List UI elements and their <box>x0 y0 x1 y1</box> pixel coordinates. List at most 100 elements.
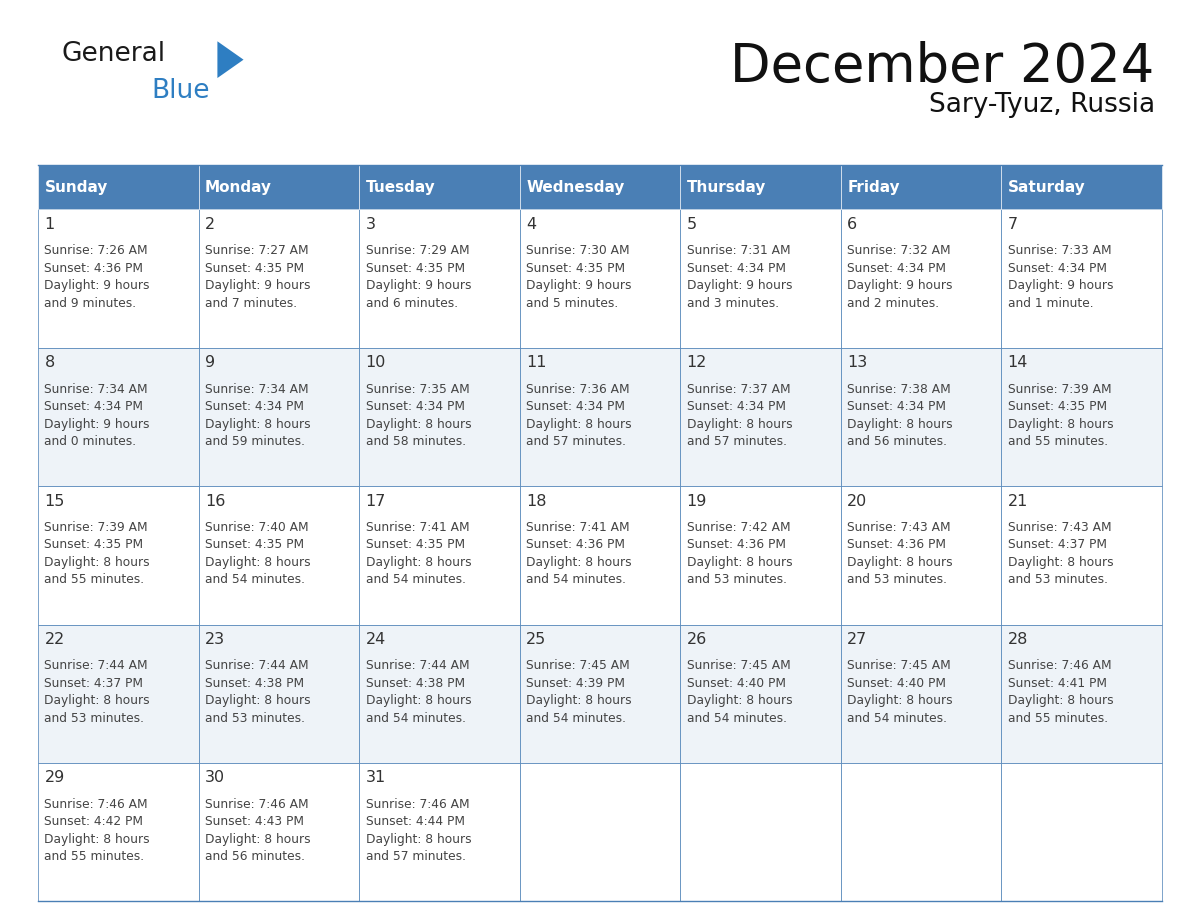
Bar <box>198 348 359 487</box>
Text: Daylight: 8 hours: Daylight: 8 hours <box>526 418 632 431</box>
Bar <box>359 165 519 209</box>
Text: and 53 minutes.: and 53 minutes. <box>44 711 145 725</box>
Text: Daylight: 8 hours: Daylight: 8 hours <box>44 556 150 569</box>
Text: 3: 3 <box>366 217 375 231</box>
Text: Sunrise: 7:46 AM: Sunrise: 7:46 AM <box>44 798 148 811</box>
Text: and 0 minutes.: and 0 minutes. <box>44 435 137 448</box>
Text: Sunset: 4:34 PM: Sunset: 4:34 PM <box>1007 262 1107 274</box>
Text: Sunrise: 7:44 AM: Sunrise: 7:44 AM <box>366 659 469 673</box>
Text: and 2 minutes.: and 2 minutes. <box>847 297 940 309</box>
Text: Sunrise: 7:29 AM: Sunrise: 7:29 AM <box>366 244 469 257</box>
Text: Daylight: 8 hours: Daylight: 8 hours <box>847 418 953 431</box>
Text: 11: 11 <box>526 355 546 370</box>
Text: Sunrise: 7:36 AM: Sunrise: 7:36 AM <box>526 383 630 396</box>
Text: Daylight: 8 hours: Daylight: 8 hours <box>1007 694 1113 708</box>
Text: Blue: Blue <box>151 78 209 104</box>
Text: and 57 minutes.: and 57 minutes. <box>526 435 626 448</box>
Polygon shape <box>217 41 244 78</box>
Text: Sunrise: 7:46 AM: Sunrise: 7:46 AM <box>206 798 309 811</box>
Bar <box>681 348 841 487</box>
Text: Sunrise: 7:33 AM: Sunrise: 7:33 AM <box>1007 244 1111 257</box>
Bar <box>519 487 681 624</box>
Bar <box>38 348 198 487</box>
Text: and 57 minutes.: and 57 minutes. <box>366 850 466 863</box>
Text: Daylight: 8 hours: Daylight: 8 hours <box>526 556 632 569</box>
Text: Daylight: 8 hours: Daylight: 8 hours <box>526 694 632 708</box>
Text: Sunset: 4:40 PM: Sunset: 4:40 PM <box>847 677 946 690</box>
Text: and 3 minutes.: and 3 minutes. <box>687 297 779 309</box>
Text: Sunset: 4:35 PM: Sunset: 4:35 PM <box>366 262 465 274</box>
Text: December 2024: December 2024 <box>731 41 1155 94</box>
Text: Sunset: 4:34 PM: Sunset: 4:34 PM <box>206 400 304 413</box>
Text: 17: 17 <box>366 494 386 509</box>
Text: Sunset: 4:34 PM: Sunset: 4:34 PM <box>44 400 144 413</box>
Text: Daylight: 8 hours: Daylight: 8 hours <box>1007 418 1113 431</box>
Text: Daylight: 9 hours: Daylight: 9 hours <box>44 418 150 431</box>
Text: and 54 minutes.: and 54 minutes. <box>526 574 626 587</box>
Text: Daylight: 9 hours: Daylight: 9 hours <box>206 279 310 292</box>
Text: and 54 minutes.: and 54 minutes. <box>847 711 947 725</box>
Text: and 1 minute.: and 1 minute. <box>1007 297 1093 309</box>
Text: Sunrise: 7:31 AM: Sunrise: 7:31 AM <box>687 244 790 257</box>
Text: Sunrise: 7:39 AM: Sunrise: 7:39 AM <box>1007 383 1111 396</box>
Text: and 55 minutes.: and 55 minutes. <box>1007 711 1108 725</box>
Text: and 55 minutes.: and 55 minutes. <box>1007 435 1108 448</box>
Text: Sunrise: 7:26 AM: Sunrise: 7:26 AM <box>44 244 148 257</box>
Text: and 57 minutes.: and 57 minutes. <box>687 435 786 448</box>
Text: Daylight: 9 hours: Daylight: 9 hours <box>44 279 150 292</box>
Text: 25: 25 <box>526 632 546 647</box>
Bar <box>198 165 359 209</box>
Bar <box>38 209 198 348</box>
Text: Sunrise: 7:42 AM: Sunrise: 7:42 AM <box>687 521 790 534</box>
Text: Daylight: 8 hours: Daylight: 8 hours <box>847 694 953 708</box>
Text: Sunrise: 7:40 AM: Sunrise: 7:40 AM <box>206 521 309 534</box>
Text: Sunrise: 7:37 AM: Sunrise: 7:37 AM <box>687 383 790 396</box>
Text: Sunset: 4:42 PM: Sunset: 4:42 PM <box>44 815 144 828</box>
Text: Sunset: 4:41 PM: Sunset: 4:41 PM <box>1007 677 1107 690</box>
Text: Sunrise: 7:41 AM: Sunrise: 7:41 AM <box>526 521 630 534</box>
Text: Sunset: 4:34 PM: Sunset: 4:34 PM <box>847 262 946 274</box>
Text: Daylight: 8 hours: Daylight: 8 hours <box>44 833 150 845</box>
Text: Sunset: 4:35 PM: Sunset: 4:35 PM <box>1007 400 1107 413</box>
Text: 24: 24 <box>366 632 386 647</box>
Text: 2: 2 <box>206 217 215 231</box>
Text: Sary-Tyuz, Russia: Sary-Tyuz, Russia <box>929 92 1155 118</box>
Text: Daylight: 8 hours: Daylight: 8 hours <box>206 694 310 708</box>
Text: 1: 1 <box>44 217 55 231</box>
Text: and 6 minutes.: and 6 minutes. <box>366 297 457 309</box>
Text: Sunrise: 7:35 AM: Sunrise: 7:35 AM <box>366 383 469 396</box>
Text: Sunrise: 7:46 AM: Sunrise: 7:46 AM <box>1007 659 1111 673</box>
Text: Sunset: 4:36 PM: Sunset: 4:36 PM <box>44 262 144 274</box>
Bar <box>841 487 1001 624</box>
Text: Sunrise: 7:41 AM: Sunrise: 7:41 AM <box>366 521 469 534</box>
Text: and 55 minutes.: and 55 minutes. <box>44 850 145 863</box>
Text: General: General <box>62 41 166 67</box>
Text: Wednesday: Wednesday <box>526 180 625 195</box>
Text: 7: 7 <box>1007 217 1018 231</box>
Text: Sunrise: 7:27 AM: Sunrise: 7:27 AM <box>206 244 309 257</box>
Bar <box>359 763 519 901</box>
Text: Daylight: 9 hours: Daylight: 9 hours <box>366 279 470 292</box>
Text: Sunrise: 7:44 AM: Sunrise: 7:44 AM <box>206 659 309 673</box>
Bar <box>359 487 519 624</box>
Bar <box>681 209 841 348</box>
Text: and 7 minutes.: and 7 minutes. <box>206 297 297 309</box>
Text: Sunset: 4:36 PM: Sunset: 4:36 PM <box>526 539 625 552</box>
Text: 22: 22 <box>44 632 64 647</box>
Bar <box>359 624 519 763</box>
Text: and 58 minutes.: and 58 minutes. <box>366 435 466 448</box>
Text: Friday: Friday <box>847 180 899 195</box>
Text: Daylight: 8 hours: Daylight: 8 hours <box>687 418 792 431</box>
Text: Sunset: 4:34 PM: Sunset: 4:34 PM <box>366 400 465 413</box>
Text: 27: 27 <box>847 632 867 647</box>
Text: Sunset: 4:34 PM: Sunset: 4:34 PM <box>526 400 625 413</box>
Text: Sunset: 4:35 PM: Sunset: 4:35 PM <box>44 539 144 552</box>
Text: Sunset: 4:40 PM: Sunset: 4:40 PM <box>687 677 785 690</box>
Bar <box>198 487 359 624</box>
Text: and 55 minutes.: and 55 minutes. <box>44 574 145 587</box>
Text: 16: 16 <box>206 494 226 509</box>
Bar <box>681 487 841 624</box>
Text: Sunrise: 7:45 AM: Sunrise: 7:45 AM <box>687 659 790 673</box>
Bar <box>841 624 1001 763</box>
Text: 21: 21 <box>1007 494 1028 509</box>
